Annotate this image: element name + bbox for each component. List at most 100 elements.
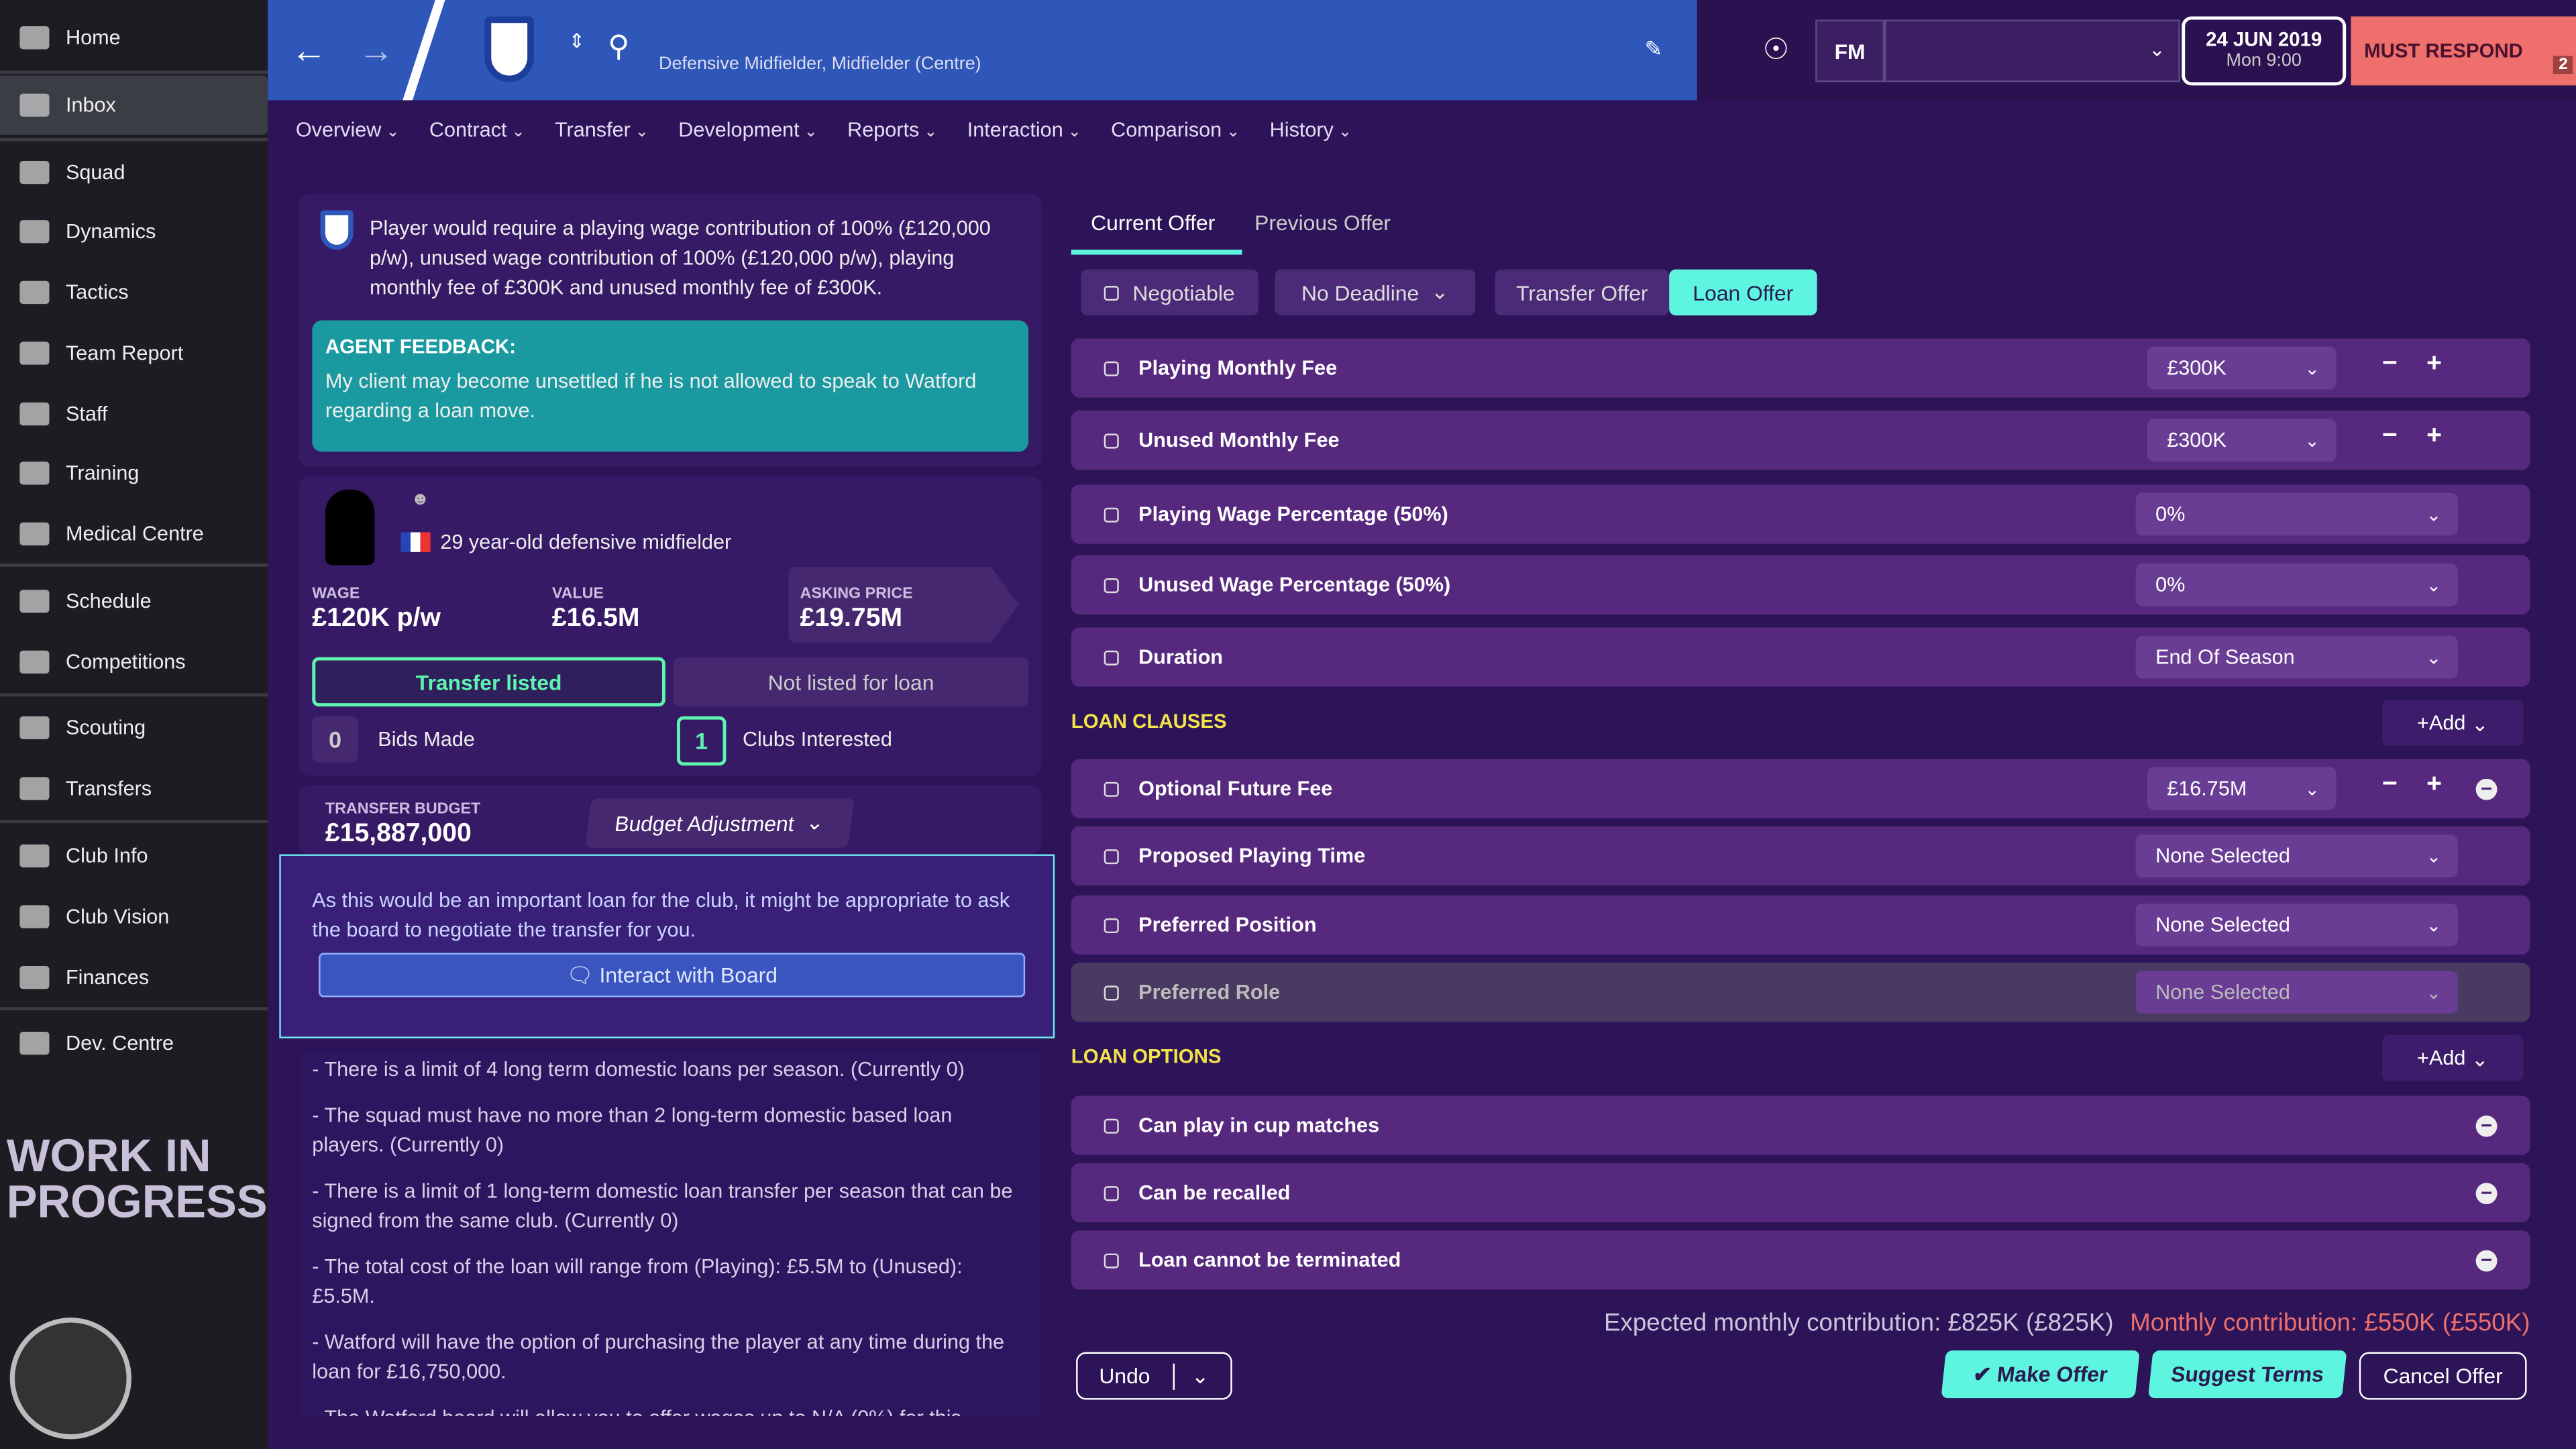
clubs-count: 1 [676, 716, 727, 766]
lock-icon[interactable] [1104, 360, 1119, 376]
top-right-bar: ☉ FM ⌄ 24 JUN 2019 Mon 9:00 MUST RESPOND… [1697, 0, 2576, 101]
lock-icon[interactable] [1104, 577, 1119, 592]
board-suggestion: As this would be an important loan for t… [279, 854, 1055, 1038]
lock-icon[interactable] [1104, 781, 1119, 796]
fm-button[interactable]: FM [1815, 19, 1885, 83]
nav-comparison[interactable]: Comparison [1111, 118, 1240, 141]
lock-icon[interactable] [1104, 649, 1119, 665]
tab-previous-offer[interactable]: Previous Offer [1254, 210, 1391, 235]
term-value-dropdown[interactable]: None Selected ⌄ [2135, 903, 2458, 947]
sidebar-item-inbox[interactable]: Inbox [0, 75, 268, 135]
edit-icon[interactable]: ✎ [1644, 36, 1663, 61]
trophy-icon [19, 650, 50, 674]
remove-icon[interactable]: − [2475, 1182, 2498, 1203]
sidebar-item-tactics[interactable]: Tactics [0, 263, 268, 322]
lock-icon[interactable] [1104, 506, 1119, 522]
must-respond-button[interactable]: MUST RESPOND 2 [2351, 16, 2576, 86]
lock-icon[interactable] [1104, 1185, 1119, 1200]
undo-button[interactable]: Undo ⌄ [1076, 1352, 1232, 1400]
lock-icon[interactable] [1104, 1252, 1119, 1268]
wage-notice: Player would require a playing wage cont… [370, 217, 991, 299]
sidebar-item-dev-centre[interactable]: Dev. Centre [0, 1014, 268, 1073]
transfer-listed-button[interactable]: Transfer listed [312, 657, 665, 707]
term-value-dropdown[interactable]: £300K ⌄ [2147, 346, 2337, 390]
top-nav: Overview Contract Transfer Development Repor… [296, 118, 1352, 141]
loan-option-name: Loan cannot be terminated [1138, 1248, 1401, 1272]
nav-transfer[interactable]: Transfer [555, 118, 649, 141]
forward-icon[interactable]: → [358, 30, 394, 71]
divider [0, 820, 268, 823]
sidebar-item-label: Dynamics [65, 220, 156, 244]
remove-icon[interactable]: − [2475, 1114, 2498, 1136]
loan-offer-tab[interactable]: Loan Offer [1669, 269, 1817, 316]
lock-icon[interactable] [1104, 917, 1119, 932]
sidebar-item-home[interactable]: Home [0, 8, 268, 67]
term-value-dropdown[interactable]: 0% ⌄ [2135, 492, 2458, 536]
minus-icon[interactable]: − [2382, 350, 2398, 378]
tab-current-offer[interactable]: Current Offer [1091, 210, 1216, 235]
tactics-icon [19, 280, 50, 305]
search-dropdown[interactable]: ⌄ [1884, 19, 2180, 83]
nav-development[interactable]: Development [678, 118, 818, 141]
player-description: 29 year-old defensive midfielder [440, 531, 732, 554]
term-value-dropdown[interactable]: 0% ⌄ [2135, 564, 2458, 606]
add-button[interactable]: + Add ⌄ [2382, 700, 2524, 746]
term-value-dropdown[interactable]: £16.75M ⌄ [2147, 767, 2337, 810]
remove-icon[interactable]: − [2475, 777, 2498, 800]
sidebar-item-finances[interactable]: Finances [0, 948, 268, 1007]
remove-icon[interactable]: − [2475, 1249, 2498, 1271]
lock-icon[interactable] [1104, 433, 1119, 448]
term-value-dropdown[interactable]: End Of Season ⌄ [2135, 635, 2458, 679]
suggest-terms-button[interactable]: Suggest Terms [2148, 1350, 2347, 1399]
lock-icon[interactable] [1104, 848, 1119, 863]
sidebar-item-club-vision[interactable]: Club Vision [0, 887, 268, 946]
interact-with-board-button[interactable]: 🗨 Interact with Board [319, 953, 1026, 998]
budget-adjustment-dropdown[interactable]: Budget Adjustment ⌄ [584, 798, 855, 848]
globe-icon[interactable]: ☉ [1762, 32, 1790, 66]
negotiable-button[interactable]: Negotiable [1081, 269, 1258, 316]
deadline-dropdown[interactable]: No Deadline ⌄ [1275, 269, 1476, 316]
undo-label: Undo [1099, 1363, 1150, 1389]
nav-history[interactable]: History [1270, 118, 1352, 141]
plus-icon[interactable]: + [2426, 350, 2443, 378]
term-value-dropdown[interactable]: None Selected ⌄ [2135, 971, 2458, 1014]
nav-overview[interactable]: Overview [296, 118, 400, 141]
sidebar-item-schedule[interactable]: Schedule [0, 572, 268, 631]
sidebar-item-scouting[interactable]: Scouting [0, 698, 268, 757]
lock-icon[interactable] [1104, 985, 1119, 1000]
plus-icon[interactable]: + [2426, 770, 2443, 799]
chevron-updown-icon[interactable]: ⇕ [568, 30, 585, 53]
chevron-down-icon: ⌄ [2426, 648, 2442, 668]
calendar-icon [19, 590, 50, 613]
sidebar-item-competitions[interactable]: Competitions [0, 633, 268, 692]
plus-icon[interactable]: + [2426, 422, 2443, 451]
term-value: £300K [2167, 356, 2226, 380]
nav-reports[interactable]: Reports [847, 118, 938, 141]
back-icon[interactable]: ← [290, 30, 327, 71]
sidebar-item-club-info[interactable]: Club Info [0, 826, 268, 885]
add-button[interactable]: + Add ⌄ [2382, 1034, 2524, 1081]
sidebar-item-transfers[interactable]: Transfers [0, 759, 268, 818]
sidebar-item-dynamics[interactable]: Dynamics [0, 202, 268, 261]
lock-icon[interactable] [1104, 1118, 1119, 1133]
term-value-dropdown[interactable]: £300K ⌄ [2147, 419, 2337, 462]
term-value-dropdown[interactable]: None Selected ⌄ [2135, 835, 2458, 877]
sidebar-item-team-report[interactable]: Team Report [0, 323, 268, 382]
loan-status-button[interactable]: Not listed for loan [674, 657, 1029, 707]
minus-icon[interactable]: − [2382, 422, 2398, 451]
sidebar-item-medical-centre[interactable]: Medical Centre [0, 504, 268, 564]
chevron-down-icon[interactable]: ⌄ [1173, 1362, 1209, 1389]
make-offer-button[interactable]: ✔ Make Offer [1941, 1350, 2140, 1399]
sidebar-item-staff[interactable]: Staff [0, 384, 268, 443]
nav-interaction[interactable]: Interaction [967, 118, 1081, 141]
sidebar-item-label: Scouting [65, 716, 146, 740]
sidebar-item-squad[interactable]: Squad [0, 143, 268, 202]
chevron-down-icon: ⌄ [2465, 712, 2489, 735]
nav-contract[interactable]: Contract [429, 118, 525, 141]
sidebar-item-training[interactable]: Training [0, 443, 268, 502]
cancel-offer-button[interactable]: Cancel Offer [2359, 1352, 2527, 1400]
minus-icon[interactable]: − [2382, 770, 2398, 799]
transfer-offer-tab[interactable]: Transfer Offer [1495, 269, 1670, 316]
search-icon[interactable]: ⚲ [608, 30, 630, 63]
date-button[interactable]: 24 JUN 2019 Mon 9:00 [2182, 16, 2347, 86]
